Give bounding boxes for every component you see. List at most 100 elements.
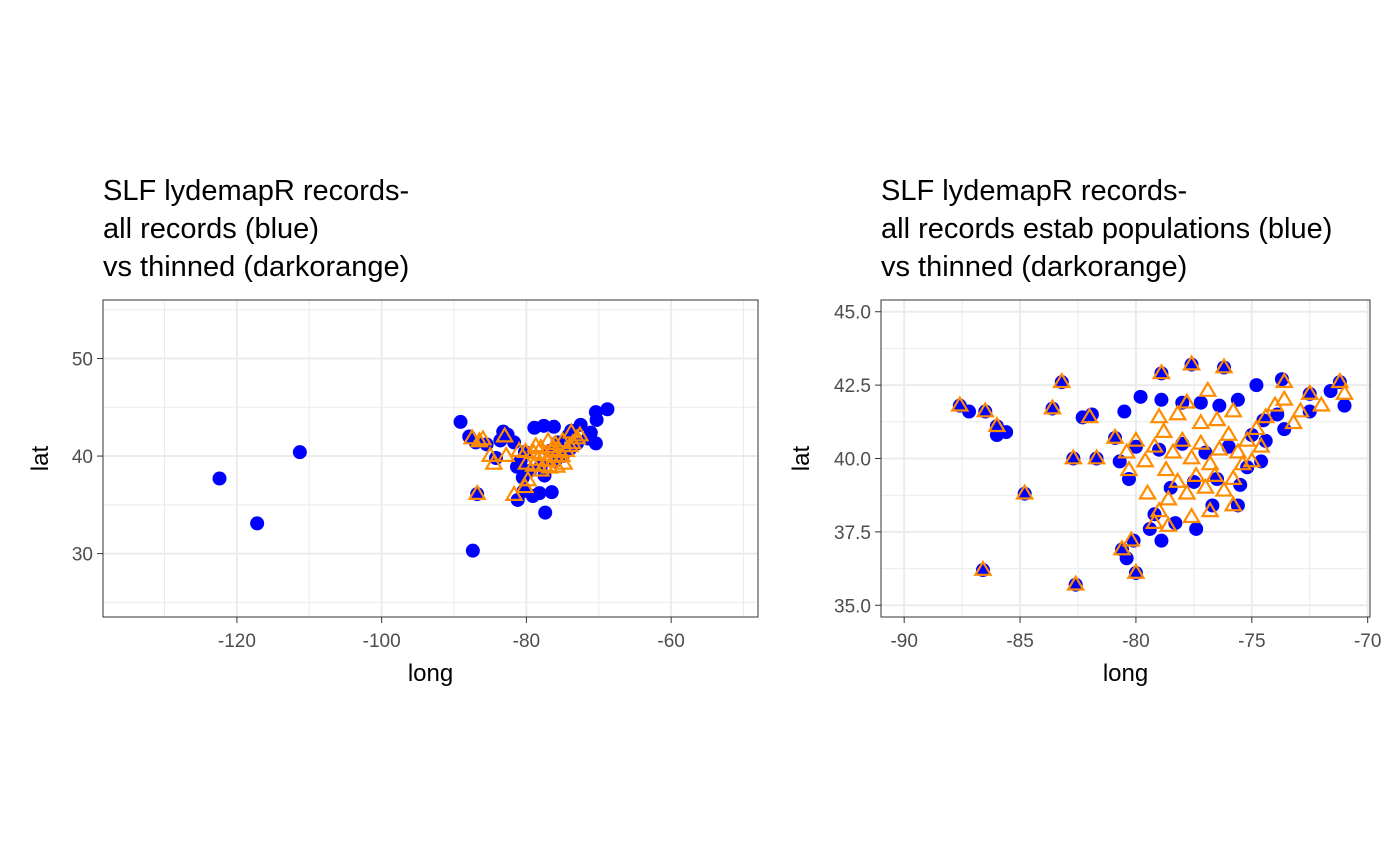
chart-2-point-thinned xyxy=(1015,483,1035,500)
chart-2-point-thinned xyxy=(1246,418,1266,436)
chart-1-title-line-3: vs thinned (darkorange) xyxy=(103,251,410,283)
chart-2-x-tick-label: -90 xyxy=(890,631,917,652)
chart-1-point-thinned xyxy=(473,429,493,446)
chart-1-point-thinned xyxy=(543,437,563,454)
chart-2-point-thinned xyxy=(1080,407,1100,424)
chart-1-point-all-records xyxy=(453,414,468,429)
chart-1-point-thinned xyxy=(553,431,573,448)
chart-2-point-thinned xyxy=(1086,448,1107,465)
chart-2-x-tick-label: -80 xyxy=(1122,631,1149,652)
chart-2-title: SLF lydemapR records- all records estab … xyxy=(881,172,1332,286)
chart-2-point-all-records xyxy=(1258,433,1273,448)
chart-2-series-2 xyxy=(950,354,1355,591)
chart-2-point-thinned xyxy=(1151,363,1171,380)
chart-1-point-thinned xyxy=(563,433,583,450)
chart-2-point-thinned xyxy=(1186,465,1206,483)
chart-2-title-line-2: all records estab populations (blue) xyxy=(881,213,1333,245)
chart-2-y-tick-label: 45.0 xyxy=(834,303,871,324)
chart-1-point-thinned xyxy=(518,470,538,487)
chart-1-point-thinned xyxy=(561,422,581,439)
chart-1-title-line-1: SLF lydemapR records- xyxy=(103,175,410,207)
chart-1-point-all-records xyxy=(583,425,598,440)
chart-2-point-thinned xyxy=(1198,380,1218,397)
chart-1-point-all-records xyxy=(212,471,227,486)
chart-2-point-thinned xyxy=(1242,451,1262,468)
chart-2-point-thinned xyxy=(1191,433,1211,450)
chart-2-point-all-records xyxy=(1337,398,1352,413)
chart-1-point-all-records xyxy=(573,417,588,432)
chart-2-point-thinned xyxy=(950,395,970,412)
chart-2-point-thinned xyxy=(1149,501,1169,518)
chart-2-point-thinned xyxy=(1209,439,1229,456)
chart-2-point-all-records xyxy=(1154,392,1169,407)
chart-1-point-thinned xyxy=(467,483,487,501)
chart-2-point-thinned xyxy=(1223,468,1243,485)
chart-1-point-all-records xyxy=(546,419,561,434)
chart-2-point-all-records xyxy=(1133,389,1148,404)
chart-1-x-tick-label: -100 xyxy=(363,631,401,652)
chart-2-point-thinned xyxy=(975,401,995,418)
chart-1-point-thinned xyxy=(484,453,504,470)
chart-2-point-all-records xyxy=(1154,533,1169,548)
chart-2-x-tick-label: -85 xyxy=(1006,631,1033,652)
chart-1-panel-background xyxy=(103,300,758,617)
chart-2-point-thinned xyxy=(1052,372,1072,389)
chart-2-x-tick-label: -70 xyxy=(1354,631,1381,652)
chart-1-point-thinned xyxy=(496,445,516,462)
chart-1-x-tick-label: -120 xyxy=(218,631,256,652)
chart-2-point-thinned xyxy=(987,416,1007,433)
chart-1-y-tick-label: 40 xyxy=(72,447,93,468)
chart-1-point-all-records xyxy=(544,485,559,500)
chart-1-plot-area xyxy=(103,300,758,617)
chart-2-point-thinned xyxy=(1191,413,1211,430)
chart-2-point-thinned xyxy=(1223,401,1243,418)
chart-1-point-thinned xyxy=(554,453,574,470)
chart-2-point-thinned xyxy=(1182,354,1202,371)
chart-2-y-tick-label: 37.5 xyxy=(834,523,871,544)
chart-2-point-thinned xyxy=(1042,398,1063,415)
chart-2-point-thinned xyxy=(1290,401,1311,418)
chart-2-y-tick-label: 35.0 xyxy=(834,596,871,617)
chart-2-point-thinned xyxy=(1168,471,1188,488)
chart-2-point-thinned xyxy=(1105,427,1125,444)
chart-1-point-thinned xyxy=(547,456,567,473)
chart-1-point-all-records xyxy=(600,402,615,417)
chart-2-x-tick-label: -75 xyxy=(1238,631,1265,652)
chart-2-point-thinned xyxy=(1200,501,1220,518)
chart-2-point-thinned xyxy=(1117,442,1137,459)
chart-2-y-axis-title: lat xyxy=(788,446,815,472)
chart-2-point-all-records xyxy=(1210,472,1225,487)
chart-2-point-thinned xyxy=(1219,424,1239,441)
chart-2-point-thinned xyxy=(1172,430,1192,447)
chart-2-point-all-records xyxy=(1189,521,1204,536)
chart-1-x-tick-label: -60 xyxy=(657,631,684,652)
chart-2-point-thinned xyxy=(1334,383,1355,400)
chart-1-point-thinned xyxy=(524,455,544,472)
chart-2-plot-area xyxy=(881,300,1370,617)
chart-2-point-thinned xyxy=(1237,430,1257,447)
chart-2-point-thinned xyxy=(1228,442,1248,459)
chart-2-point-thinned xyxy=(1251,436,1271,453)
chart-2-y-tick-label: 42.5 xyxy=(834,376,871,397)
chart-2-point-thinned xyxy=(1137,483,1158,500)
chart-1-point-all-records xyxy=(538,505,553,520)
chart-2-point-thinned xyxy=(1300,383,1320,400)
chart-1-point-all-records xyxy=(250,516,265,531)
chart-2-point-all-records xyxy=(1212,398,1227,413)
chart-2-point-thinned xyxy=(1177,392,1197,409)
chart-2-point-thinned xyxy=(1330,372,1350,389)
chart-2-point-thinned xyxy=(973,559,993,576)
chart-1-title: SLF lydemapR records- all records (blue)… xyxy=(103,172,409,286)
chart-2-point-thinned xyxy=(1182,448,1202,465)
chart-2-point-thinned xyxy=(1144,512,1165,529)
chart-2-point-thinned xyxy=(1158,489,1178,506)
chart-2-title-line-1: SLF lydemapR records- xyxy=(881,175,1188,207)
chart-1-series-2 xyxy=(462,422,590,501)
chart-2-point-thinned xyxy=(1112,539,1132,556)
chart-2-point-thinned xyxy=(1066,574,1086,591)
chart-2-point-thinned xyxy=(1256,407,1276,424)
chart-1-y-tick-label: 50 xyxy=(72,350,93,371)
chart-2-point-thinned xyxy=(1158,515,1178,532)
chart-2-point-thinned xyxy=(1207,410,1227,427)
chart-2-point-thinned xyxy=(1214,480,1234,497)
